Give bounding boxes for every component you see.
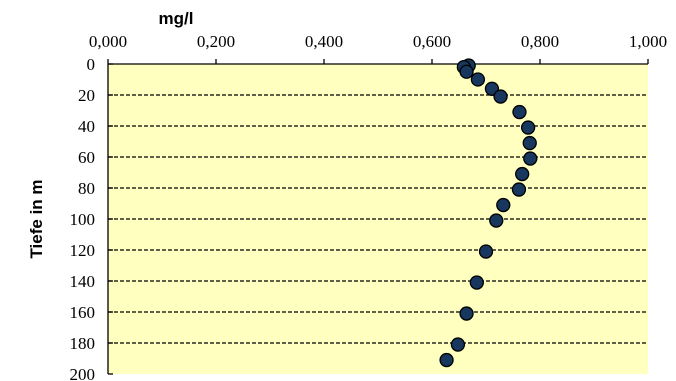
y-tick-label: 0 (87, 55, 96, 74)
y-tick-label: 180 (70, 334, 96, 353)
y-axis-title: Tiefe in m (27, 179, 46, 258)
x-axis-title: mg/l (159, 9, 194, 28)
data-point (523, 151, 538, 166)
y-tick-label: 160 (70, 303, 96, 322)
y-tick-label: 60 (78, 148, 95, 167)
data-point (489, 213, 504, 228)
y-tick-label: 140 (70, 272, 96, 291)
y-tick-label: 80 (78, 179, 95, 198)
x-tick-label: 0,000 (89, 32, 127, 51)
y-tick-label: 40 (78, 117, 95, 136)
y-tick-label: 100 (70, 210, 96, 229)
x-tick-label: 0,200 (197, 32, 235, 51)
data-points (439, 58, 538, 368)
data-point (511, 182, 527, 197)
data-point (469, 275, 484, 290)
data-point (470, 72, 486, 87)
data-point (512, 104, 527, 120)
x-tick-label: 1,000 (629, 32, 667, 51)
data-point (459, 64, 474, 79)
x-tick-label: 0,800 (521, 32, 559, 51)
data-point (522, 135, 537, 151)
data-point (439, 352, 454, 368)
data-point (478, 244, 494, 259)
data-point (450, 337, 466, 352)
data-point (459, 306, 474, 321)
x-tick-label: 0,600 (413, 32, 451, 51)
axes (107, 59, 649, 375)
gridlines (108, 94, 648, 344)
data-point (496, 197, 511, 213)
y-tick-label: 120 (70, 241, 96, 260)
data-point (493, 89, 508, 104)
y-tick-label: 200 (70, 365, 96, 381)
data-point (515, 166, 530, 182)
tick-labels: 0,000 0,200 0,400 0,600 0,800 1,000 0 20 40 60 80 1… (70, 32, 668, 381)
data-point (520, 120, 536, 135)
y-tick-label: 20 (78, 86, 95, 105)
x-tick-label: 0,400 (305, 32, 343, 51)
